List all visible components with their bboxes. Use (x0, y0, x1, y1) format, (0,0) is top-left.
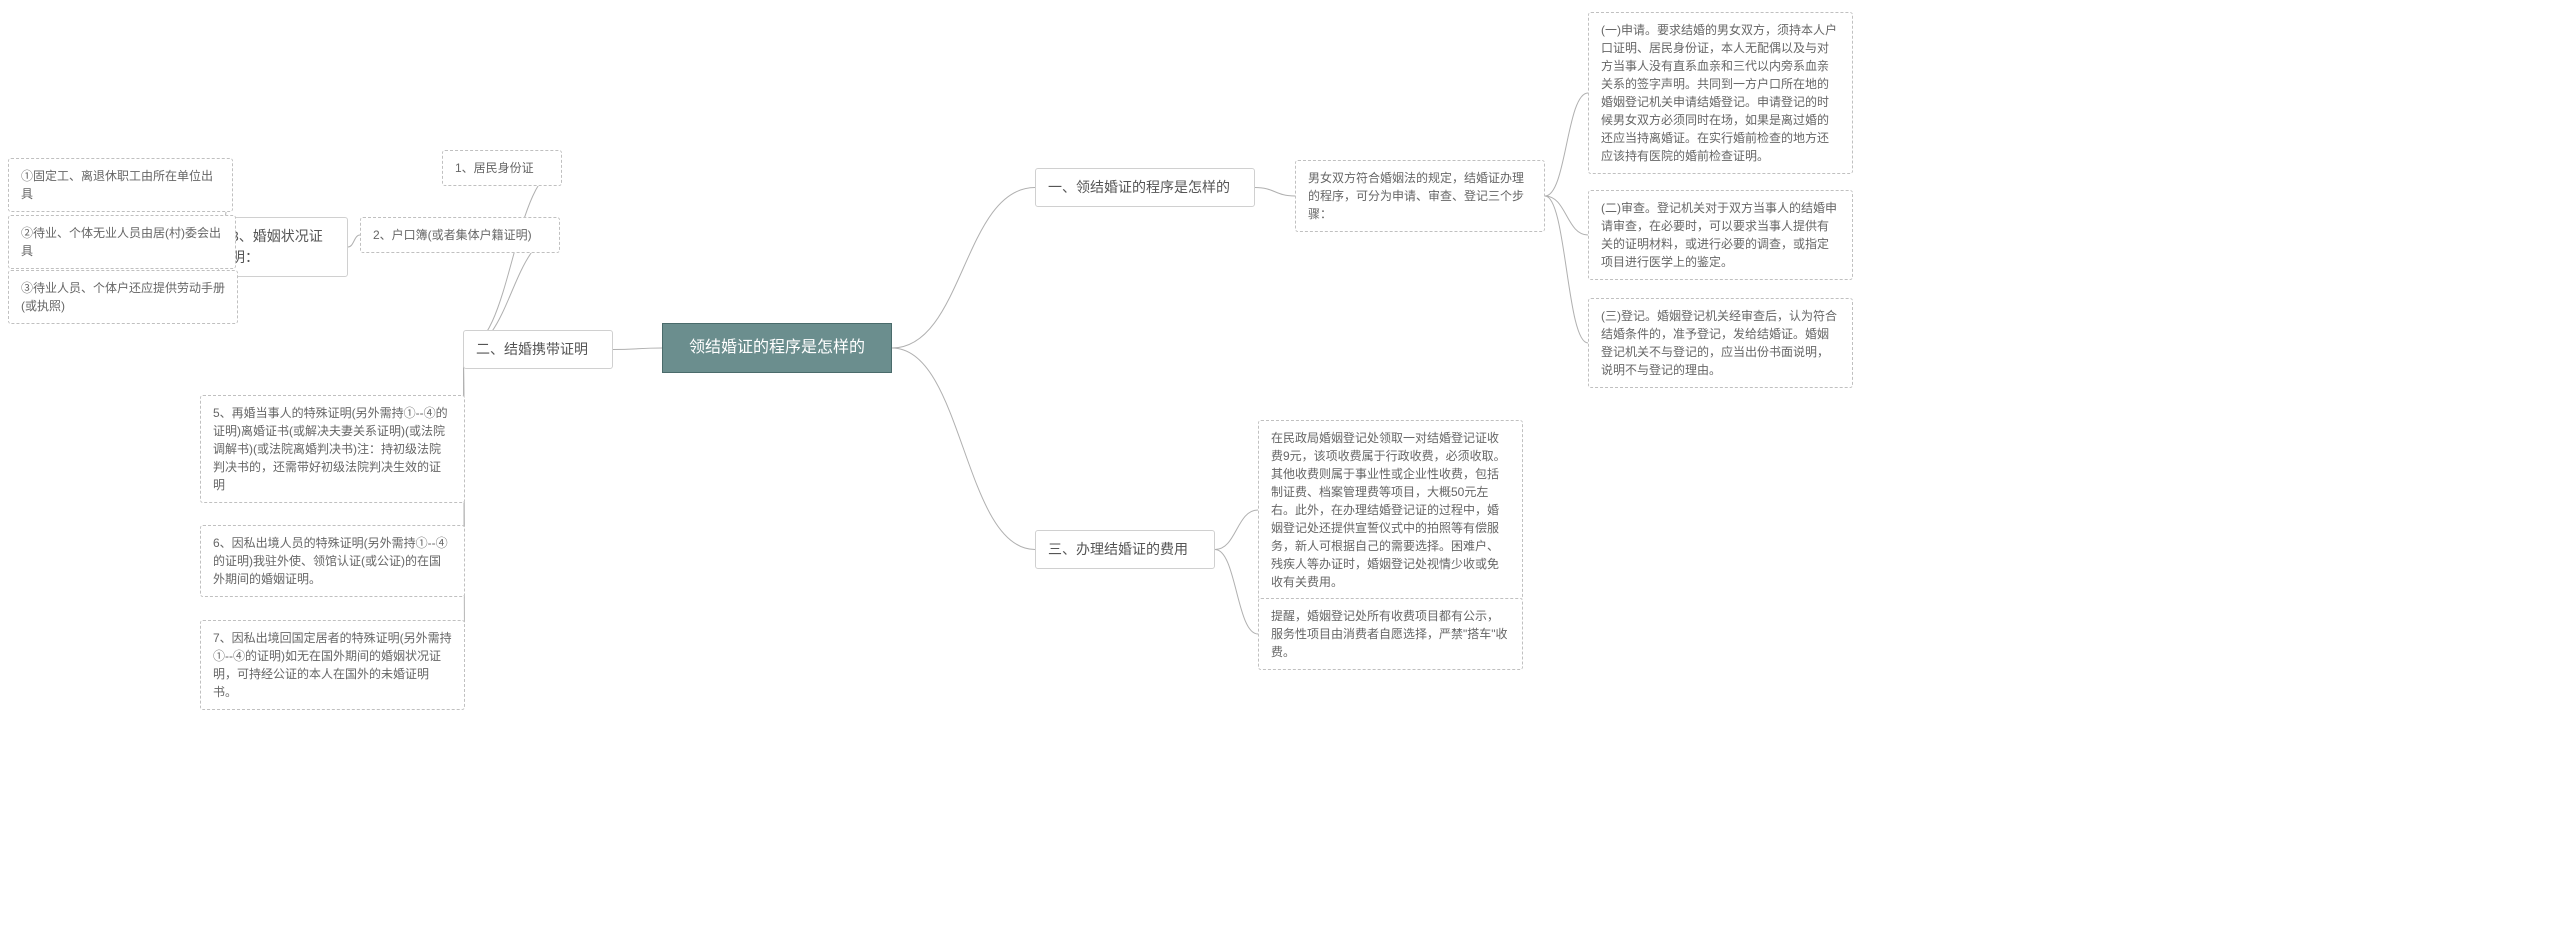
edge-l2b-l2c (348, 235, 360, 247)
edge-root-l2 (613, 348, 662, 350)
edge-l2-l2a (463, 168, 562, 350)
node-l2f: 7、因私出境回国定居者的特殊证明(另外需持①--④的证明)如无在国外期间的婚姻状… (200, 620, 465, 710)
node-l2: 二、结婚携带证明 (463, 330, 613, 369)
node-l2c1: ①固定工、离退休职工由所在单位出具 (8, 158, 233, 212)
node-r1a3: (三)登记。婚姻登记机关经审查后，认为符合结婚条件的，准予登记，发给结婚证。婚姻… (1588, 298, 1853, 388)
edge-r1a-r1a2 (1545, 196, 1588, 235)
node-l2c2: ②待业、个体无业人员由居(村)委会出具 (8, 215, 236, 269)
node-r3b: 提醒，婚姻登记处所有收费项目都有公示，服务性项目由消费者自愿选择，严禁"搭车"收… (1258, 598, 1523, 670)
node-root: 领结婚证的程序是怎样的 (662, 323, 892, 373)
node-l2d: 5、再婚当事人的特殊证明(另外需持①--④的证明)离婚证书(或解决夫妻关系证明)… (200, 395, 465, 503)
node-l2e: 6、因私出境人员的特殊证明(另外需持①--④的证明)我驻外使、领馆认证(或公证)… (200, 525, 465, 597)
node-l2c3: ③待业人员、个体户还应提供劳动手册(或执照) (8, 270, 238, 324)
edge-root-r3 (892, 348, 1035, 550)
node-r3a: 在民政局婚姻登记处领取一对结婚登记证收费9元，该项收费属于行政收费，必须收取。其… (1258, 420, 1523, 600)
node-r3: 三、办理结婚证的费用 (1035, 530, 1215, 569)
edge-r1a-r1a3 (1545, 196, 1588, 343)
node-r1a: 男女双方符合婚姻法的规定，结婚证办理的程序，可分为申请、审查、登记三个步骤： (1295, 160, 1545, 232)
edge-root-r1 (892, 188, 1035, 349)
edge-r1-r1a (1255, 188, 1295, 197)
node-r1a2: (二)审查。登记机关对于双方当事人的结婚申请审查，在必要时，可以要求当事人提供有… (1588, 190, 1853, 280)
edge-r1a-r1a1 (1545, 93, 1588, 196)
edge-r3-r3a (1215, 510, 1258, 550)
node-r1: 一、领结婚证的程序是怎样的 (1035, 168, 1255, 207)
node-l2b: 2、户口簿(或者集体户籍证明) (360, 217, 560, 253)
node-l2a: 1、居民身份证 (442, 150, 562, 186)
edge-r3-r3b (1215, 550, 1258, 635)
node-r1a1: (一)申请。要求结婚的男女双方，须持本人户口证明、居民身份证，本人无配偶以及与对… (1588, 12, 1853, 174)
node-l2c: 3、婚姻状况证明： (218, 217, 348, 277)
